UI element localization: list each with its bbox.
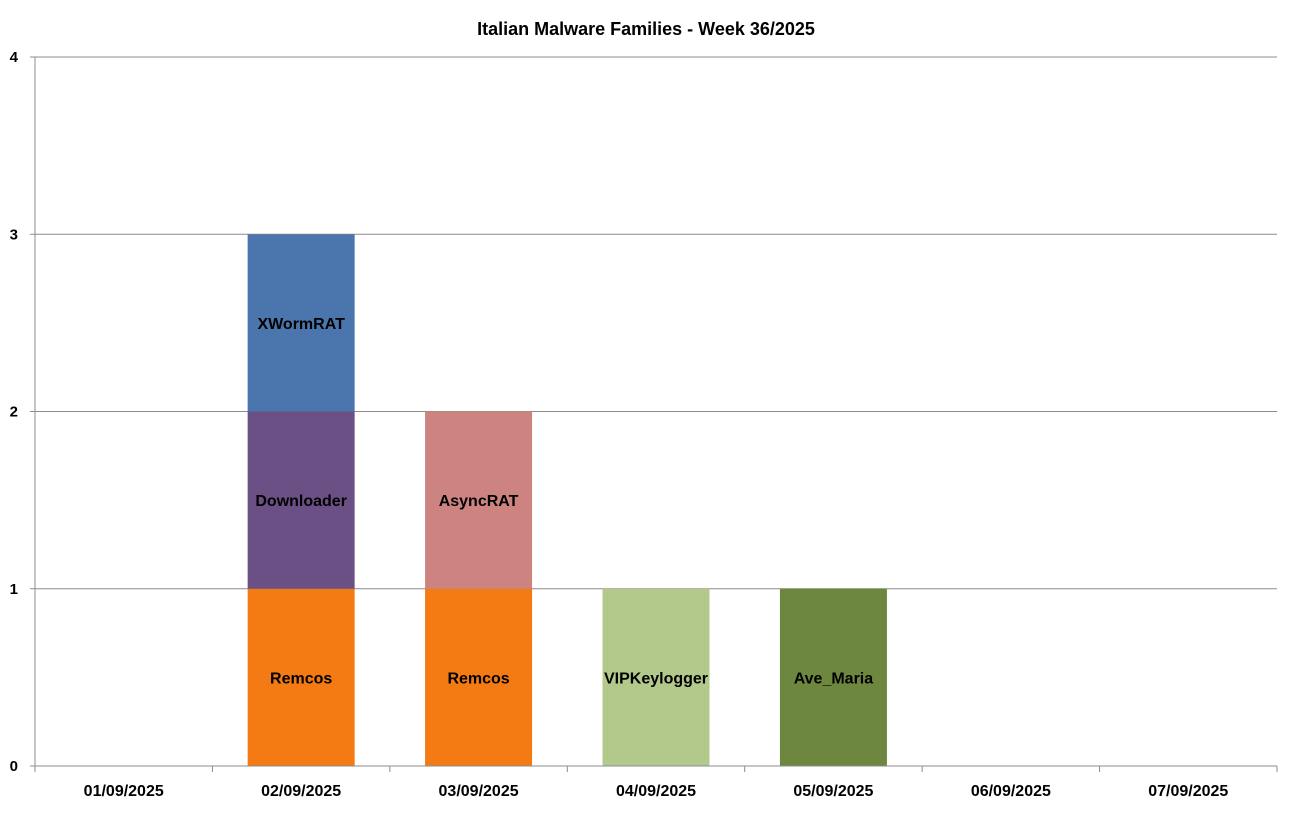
y-tick-label: 0 xyxy=(10,758,18,775)
bar-segment-label: Downloader xyxy=(255,493,347,510)
bar-segment-label: Ave_Maria xyxy=(794,670,874,687)
x-tick-label: 05/09/2025 xyxy=(793,783,873,800)
bar-segment xyxy=(247,588,355,766)
chart-title: Italian Malware Families - Week 36/2025 xyxy=(477,19,815,39)
bar-segment-label: AsyncRAT xyxy=(439,493,519,510)
y-tick-label: 2 xyxy=(10,404,18,421)
x-tick-label: 01/09/2025 xyxy=(84,783,164,800)
bar-segment-label: VIPKeylogger xyxy=(604,670,708,687)
x-tick-label: 03/09/2025 xyxy=(439,783,519,800)
gridlines xyxy=(35,56,1277,590)
x-tick-label: 06/09/2025 xyxy=(971,783,1051,800)
y-tick-label: 3 xyxy=(10,226,18,243)
bar-segment xyxy=(425,588,533,766)
bar-segment xyxy=(425,411,533,589)
bars xyxy=(247,234,887,766)
bar-segment-label: XWormRAT xyxy=(257,316,345,333)
x-tick-label: 02/09/2025 xyxy=(261,783,341,800)
bar-segment xyxy=(602,588,710,766)
axes xyxy=(30,56,1278,772)
y-tick-label: 1 xyxy=(10,581,18,598)
bar-segment xyxy=(247,411,355,589)
labels: 0 1 2 3 4 01/09/2025 Remcos Downloader XWormRAT 0… xyxy=(10,49,1229,800)
y-tick-label: 4 xyxy=(10,49,19,66)
x-tick-label: 07/09/2025 xyxy=(1148,783,1228,800)
bar-segment xyxy=(779,588,887,766)
bar-segment-label: Remcos xyxy=(447,670,509,687)
x-tick-label: 04/09/2025 xyxy=(616,783,696,800)
bar-segment-label: Remcos xyxy=(270,670,332,687)
bar-segment xyxy=(247,234,355,412)
